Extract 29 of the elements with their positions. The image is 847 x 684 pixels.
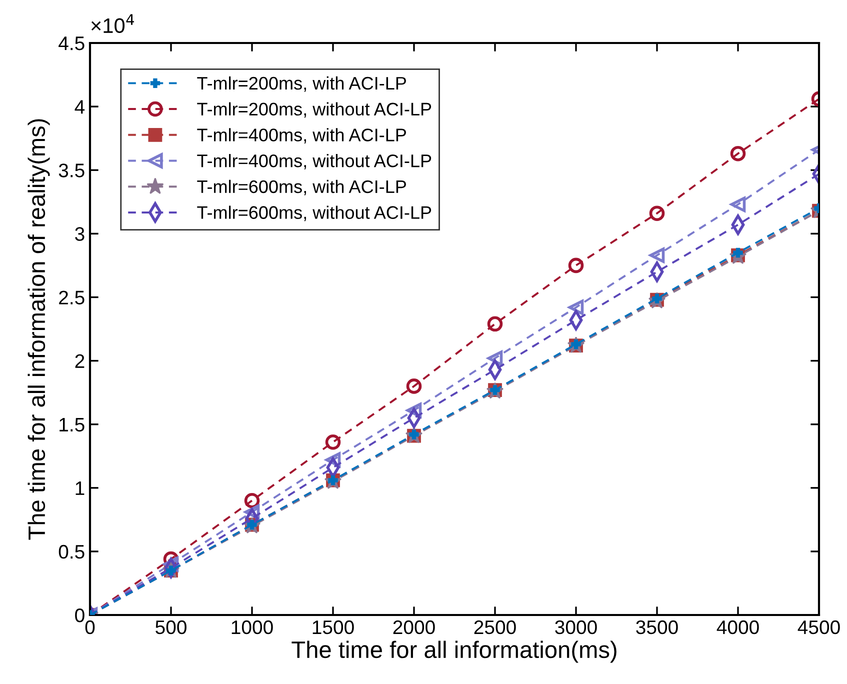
y-tick-label: 0.5 bbox=[58, 544, 84, 559]
y-tick-label: 4 bbox=[74, 100, 85, 114]
x-tick-label: 0 bbox=[85, 620, 95, 634]
text: ×10$^{4}$ bbox=[91, 14, 134, 34]
legend-label: T-mlr=400ms, with ACI-LP bbox=[197, 128, 406, 144]
x-tick-label: 2000 bbox=[393, 620, 435, 634]
legend-label: T-mlr=200ms, without ACI-LP bbox=[197, 102, 432, 118]
x-tick-label: 2500 bbox=[474, 620, 516, 634]
y-tick-label: 4.5 bbox=[58, 36, 84, 50]
y-axis-title: The time for all information of reality(ms) bbox=[28, 119, 50, 540]
y-tick-label: 1.5 bbox=[60, 418, 84, 432]
x-tick-label: 1000 bbox=[232, 620, 273, 634]
y-tick-label: 3 bbox=[75, 227, 84, 241]
y-tick-label: 1 bbox=[76, 482, 84, 495]
y-tick-label: 3.5 bbox=[58, 164, 84, 178]
x-tick-label: 3000 bbox=[555, 620, 597, 634]
x-tick-label: 1500 bbox=[312, 620, 354, 634]
x-tick-label: 4500 bbox=[798, 620, 840, 634]
legend-label: T-mlr=400ms, without ACI-LP bbox=[197, 154, 432, 170]
legend-label: T-mlr=200ms, with ACI-LP bbox=[197, 76, 406, 92]
x-tick-label: 500 bbox=[156, 620, 186, 634]
y-tick-label: 0 bbox=[75, 608, 84, 622]
x-axis-title: The time for all information(ms) bbox=[292, 640, 616, 663]
y-tick-label: 2.5 bbox=[59, 290, 84, 304]
x-tick-label: 3500 bbox=[636, 620, 678, 634]
legend-label: T-mlr=600ms, with ACI-LP bbox=[197, 180, 406, 196]
y-tick-label: 2 bbox=[75, 354, 84, 368]
x-tick-label: 4000 bbox=[716, 620, 759, 634]
legend-label: T-mlr=600ms, without ACI-LP bbox=[197, 206, 432, 222]
